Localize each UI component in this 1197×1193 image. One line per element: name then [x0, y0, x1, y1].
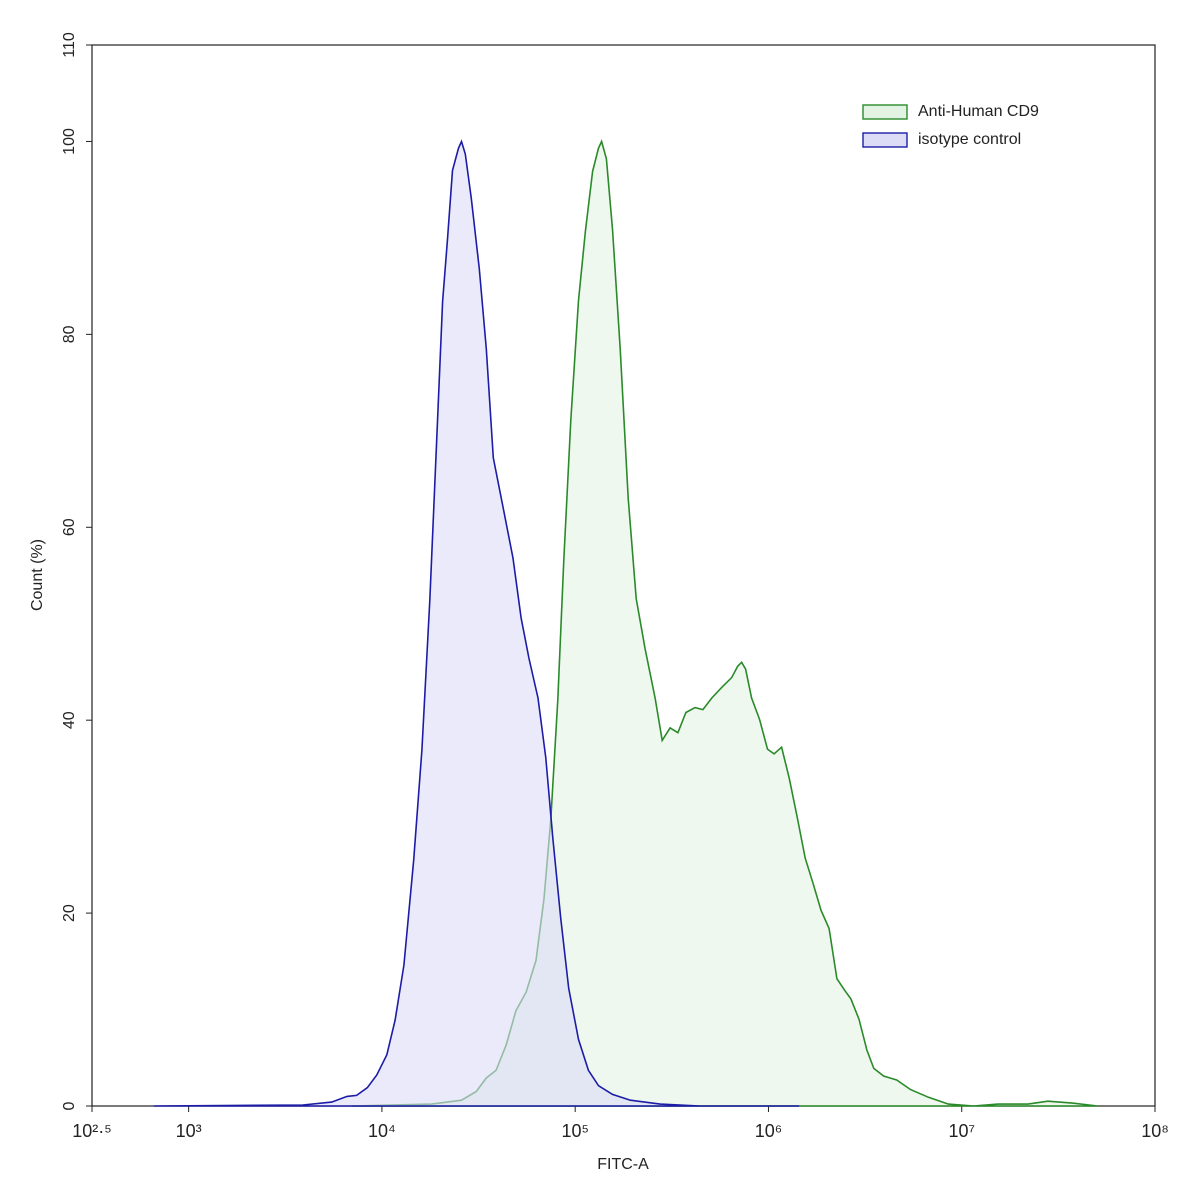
- legend-swatch: [862, 104, 908, 120]
- y-tick-label: 80: [61, 325, 78, 343]
- x-axis-label: FITC-A: [597, 1156, 649, 1173]
- x-tick-label: 10²·⁵: [72, 1121, 111, 1141]
- y-tick-label: 40: [61, 711, 78, 729]
- x-tick-label: 10⁷: [948, 1121, 975, 1141]
- x-tick-label: 10⁵: [561, 1121, 588, 1141]
- y-axis-label: Count (%): [29, 539, 46, 611]
- x-tick-label: 10³: [176, 1121, 202, 1141]
- histogram-area: [351, 139, 1098, 1107]
- legend-label: Anti-Human CD9: [918, 103, 1039, 120]
- y-tick-label: 0: [61, 1101, 78, 1110]
- legend-label: isotype control: [918, 131, 1021, 148]
- histogram-area: [153, 139, 800, 1107]
- y-tick-label: 110: [61, 32, 78, 58]
- x-tick-label: 10⁶: [755, 1121, 782, 1141]
- x-tick-label: 10⁸: [1141, 1121, 1169, 1141]
- x-tick-label: 10⁴: [368, 1121, 396, 1141]
- y-tick-label: 60: [61, 518, 78, 536]
- y-tick-label: 20: [61, 904, 78, 922]
- y-tick-label: 100: [61, 128, 78, 155]
- legend-swatch: [862, 132, 908, 148]
